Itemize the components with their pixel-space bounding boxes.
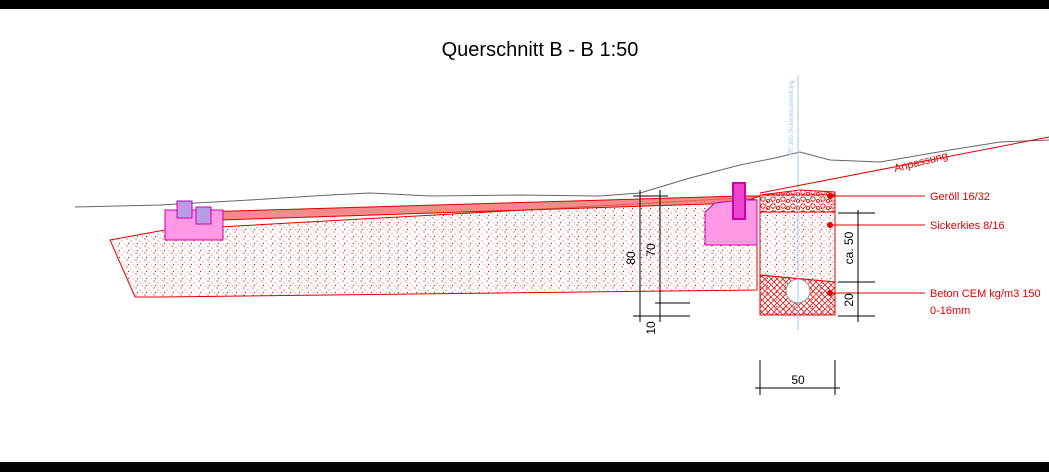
kerb-stone bbox=[196, 207, 211, 224]
pipe-label: PE 160 Sickerwasserleitung bbox=[789, 80, 795, 155]
dimension-label: 20 bbox=[842, 293, 856, 307]
annotation: Sickerkies 8/16 bbox=[930, 220, 1005, 232]
kerb-left bbox=[165, 210, 223, 240]
title: Querschnitt B - B 1:50 bbox=[442, 39, 639, 61]
kerb-right bbox=[705, 200, 757, 245]
annotation: Anpassung bbox=[893, 150, 949, 175]
annotation: Beton CEM kg/m3 150 bbox=[930, 288, 1041, 300]
dimension-label: 50 bbox=[791, 373, 805, 387]
kerb-stone bbox=[177, 201, 192, 218]
drawing: Querschnitt B - B 1:50 PE 160 Sickerwass… bbox=[0, 0, 1049, 472]
frame-top bbox=[0, 0, 1049, 9]
terrain-line bbox=[75, 140, 1049, 207]
leader-dot bbox=[827, 222, 833, 228]
frame-bottom bbox=[0, 462, 1049, 472]
post bbox=[733, 183, 745, 219]
dimension-label: 10 bbox=[644, 321, 658, 335]
annotation: 0-16mm bbox=[930, 305, 970, 317]
leader-dot bbox=[827, 193, 833, 199]
annotation: Geröll 16/32 bbox=[930, 191, 990, 203]
dimension-label: ca. 50 bbox=[842, 231, 856, 264]
dimension-label: 80 bbox=[624, 251, 638, 265]
dimension-label: 70 bbox=[644, 243, 658, 257]
page: Querschnitt B - B 1:50 PE 160 Sickerwass… bbox=[0, 0, 1049, 472]
leader-dot bbox=[827, 290, 833, 296]
